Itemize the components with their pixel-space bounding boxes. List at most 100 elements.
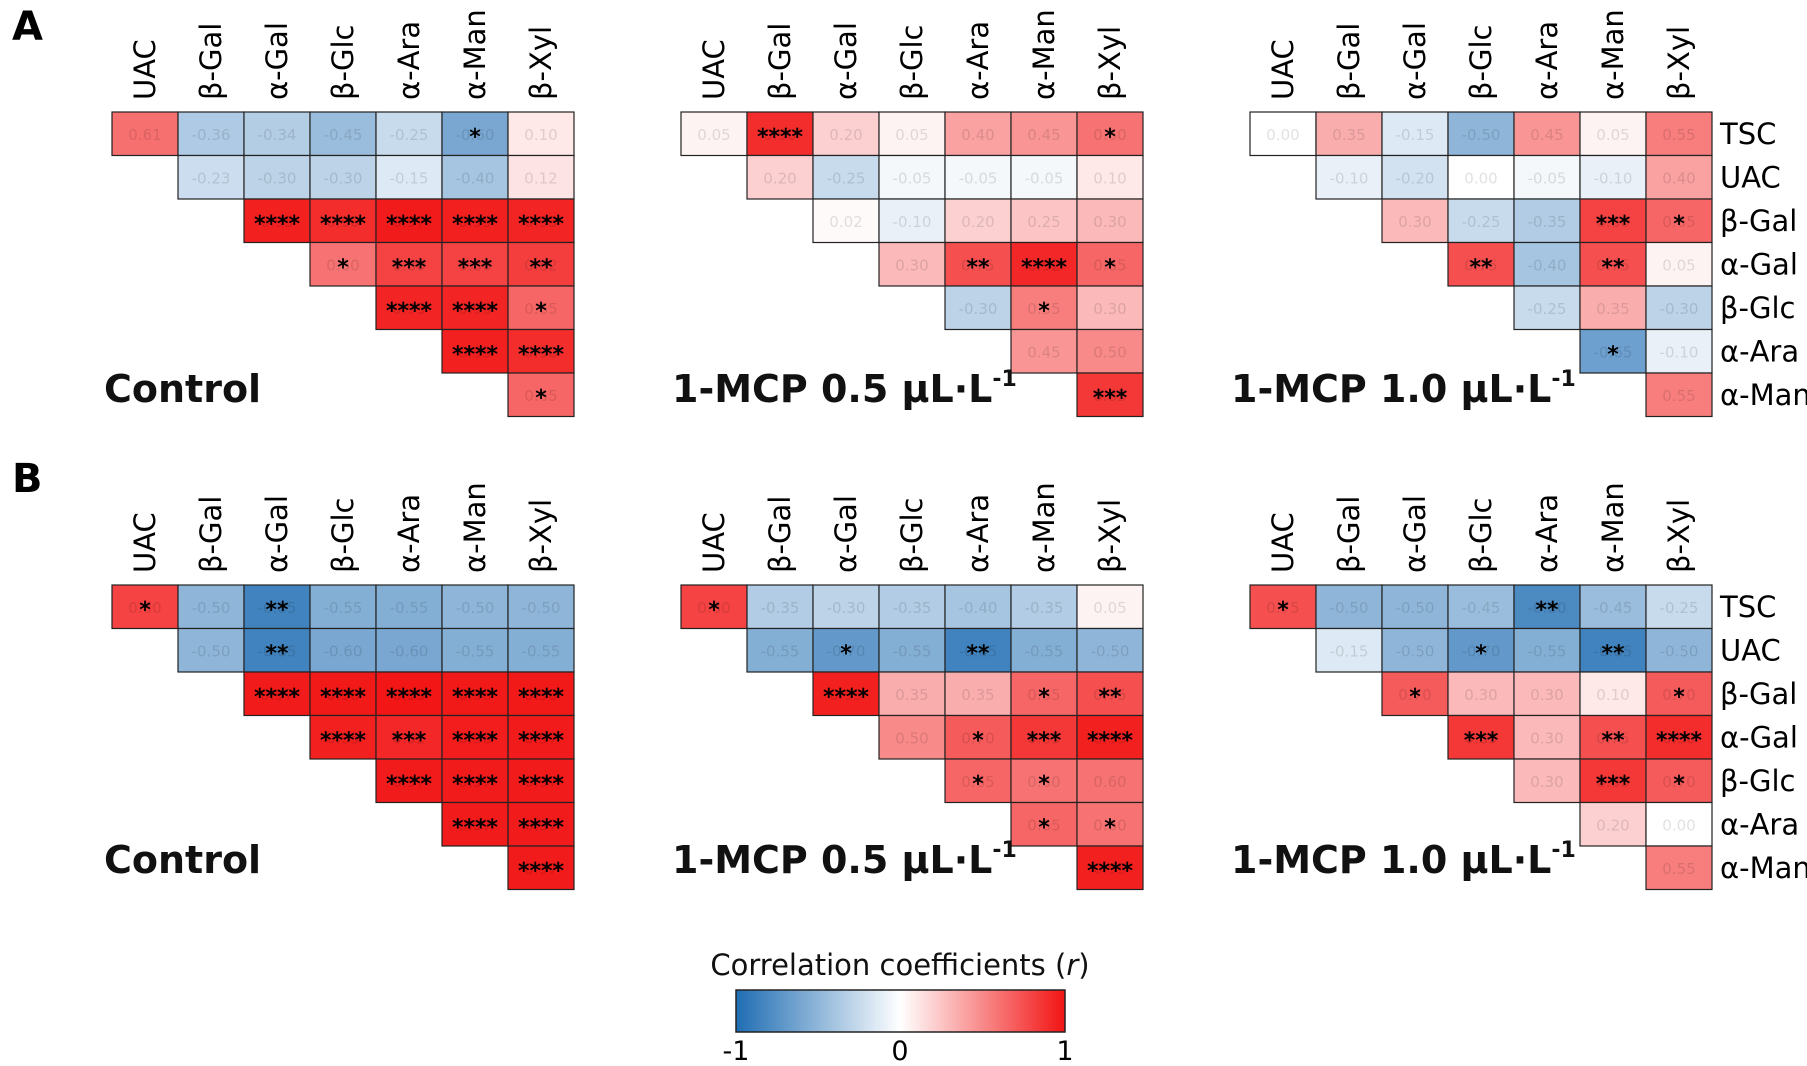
- cell-value: -0.55: [893, 642, 932, 660]
- column-label: UAC: [128, 512, 162, 573]
- cell-value: -0.60: [390, 642, 429, 660]
- cell-value: -0.15: [1330, 642, 1369, 660]
- cell-value: 0.99: [392, 686, 425, 704]
- cell-value: -0.35: [1025, 599, 1064, 617]
- heatmap-cell: [1579, 758, 1647, 804]
- heatmap-cell: [1076, 328, 1144, 374]
- heatmap-cell: [1381, 627, 1449, 673]
- column-label: β-Xyl: [1093, 499, 1127, 573]
- significance-stars: ****: [320, 212, 367, 237]
- cell-value: -0.85: [258, 599, 297, 617]
- significance-stars: ****: [386, 685, 433, 710]
- cell-value: 0.95: [260, 213, 293, 231]
- column-label: UAC: [697, 39, 731, 100]
- heatmap-cell: [1010, 198, 1078, 244]
- significance-stars: *: [1673, 212, 1685, 237]
- significance-stars: **: [1601, 728, 1625, 753]
- row-label: UAC: [1720, 160, 1781, 194]
- cell-value: -0.40: [1528, 256, 1567, 274]
- significance-stars: *: [972, 728, 984, 753]
- significance-stars: ****: [320, 685, 367, 710]
- heatmap-cell: [1645, 328, 1713, 374]
- cell-value: -0.25: [1462, 213, 1501, 231]
- significance-stars: ****: [254, 685, 301, 710]
- cell-value: 0.20: [763, 169, 796, 187]
- column-label: β-Gal: [763, 23, 797, 100]
- heatmap-cell: [1579, 154, 1647, 200]
- cell-value: 0.30: [1464, 686, 1497, 704]
- heatmap-cell: [1645, 372, 1713, 418]
- column-label: UAC: [128, 39, 162, 100]
- cell-value: 0.60: [326, 256, 359, 274]
- significance-stars: ****: [452, 728, 499, 753]
- cell-value: 0.10: [524, 126, 557, 144]
- column-label: α-Gal: [829, 22, 863, 100]
- column-label: α-Man: [1596, 9, 1630, 100]
- cell-value: 0.82: [524, 256, 557, 274]
- cell-value: 0.97: [524, 816, 557, 834]
- heatmap-cell: [1513, 671, 1581, 717]
- cell-value: -0.60: [324, 642, 363, 660]
- heatmap-cell: [944, 285, 1012, 331]
- cell-value: 0.40: [961, 126, 994, 144]
- heatmap-cell: [1447, 241, 1515, 287]
- column-label: β-Xyl: [1662, 26, 1696, 100]
- row-label: α-Gal: [1720, 720, 1798, 754]
- cell-value: 0.50: [1093, 343, 1126, 361]
- significance-stars: *: [1673, 772, 1685, 797]
- panel-label: 1-MCP 1.0 μL·L-1: [1231, 367, 1576, 411]
- heatmap-cell: [441, 714, 509, 760]
- cell-value: -0.85: [258, 642, 297, 660]
- heatmap-cell: [375, 584, 443, 630]
- heatmap-cell: [1645, 241, 1713, 287]
- heatmap-cell: [1645, 801, 1713, 847]
- heatmap-panel: UAC β-Gal α-Gal β-Glc α-Ara α-Man β-Xyl 0.80* -0…: [104, 482, 575, 891]
- heatmap-cell: [944, 111, 1012, 157]
- significance-stars: ****: [320, 728, 367, 753]
- cell-value: -0.25: [1528, 300, 1567, 318]
- cell-value: 0.85: [1027, 729, 1060, 747]
- significance-stars: ****: [757, 125, 804, 150]
- column-label: α-Man: [1027, 482, 1061, 573]
- heatmap-cell: [1076, 285, 1144, 331]
- column-label: α-Ara: [961, 494, 995, 573]
- heatmap-cell: [1076, 714, 1144, 760]
- cell-value: 0.95: [1093, 860, 1126, 878]
- significance-stars: ****: [518, 772, 565, 797]
- significance-stars: ****: [386, 772, 433, 797]
- heatmap-cell: [1513, 198, 1581, 244]
- heatmap-cell: [1579, 671, 1647, 717]
- significance-stars: ***: [1093, 386, 1128, 411]
- significance-stars: ****: [452, 815, 499, 840]
- cell-value: -0.50: [522, 599, 561, 617]
- heatmap-cell: [243, 671, 311, 717]
- row-label: α-Gal: [1720, 247, 1798, 281]
- cell-value: -0.85: [959, 642, 998, 660]
- cell-value: -0.20: [1396, 169, 1435, 187]
- significance-stars: ***: [392, 728, 427, 753]
- cell-value: 0.05: [697, 126, 730, 144]
- significance-stars: ****: [1087, 859, 1134, 884]
- row-label: β-Gal: [1720, 677, 1797, 711]
- cell-value: 0.90: [763, 126, 796, 144]
- significance-stars: **: [265, 598, 289, 623]
- heatmap-cell: [878, 584, 946, 630]
- cell-value: 0.00: [1464, 169, 1497, 187]
- column-label: β-Glc: [895, 498, 929, 573]
- cell-value: -0.50: [192, 642, 231, 660]
- cell-value: 0.98: [458, 686, 491, 704]
- cell-value: 0.85: [1093, 387, 1126, 405]
- cell-value: 0.61: [128, 126, 161, 144]
- significance-stars: **: [1601, 255, 1625, 280]
- heatmap-cell: [878, 714, 946, 760]
- cell-value: 0.35: [1596, 300, 1629, 318]
- heatmap-cell: [1076, 372, 1144, 418]
- heatmap-cell: [507, 801, 575, 847]
- column-label: β-Gal: [1332, 23, 1366, 100]
- significance-stars: ****: [452, 342, 499, 367]
- heatmap-cell: [507, 328, 575, 374]
- heatmap-cell: [944, 154, 1012, 200]
- cell-value: -0.50: [1091, 642, 1130, 660]
- cell-value: 0.05: [1093, 599, 1126, 617]
- legend-tick-min: -1: [723, 1036, 750, 1062]
